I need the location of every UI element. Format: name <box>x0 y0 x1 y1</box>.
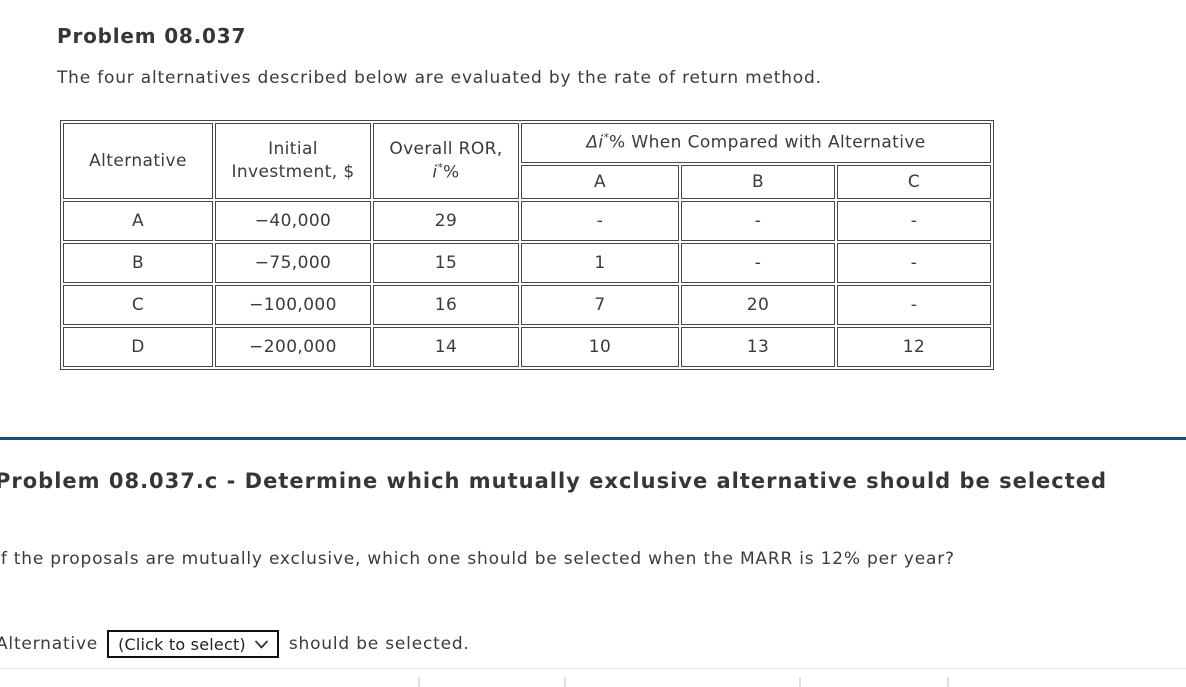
part-c-question: If the proposals are mutually exclusive,… <box>0 549 955 569</box>
part-c-heading: Problem 08.037.c - Determine which mutua… <box>0 469 1108 493</box>
cell-vs-a: - <box>521 201 679 241</box>
cell-ror: 14 <box>373 327 519 367</box>
cell-vs-c: - <box>837 243 991 283</box>
cell-vs-b: - <box>681 243 835 283</box>
table-row: B −75,000 15 1 - - <box>63 243 991 283</box>
cell-vs-b: 20 <box>681 285 835 325</box>
dropdown-label: (Click to select) <box>118 634 246 654</box>
table-subheader-row: A B C <box>63 165 991 199</box>
cell-investment: −200,000 <box>215 327 371 367</box>
cell-ror: 16 <box>373 285 519 325</box>
initial-line2: Investment, $ <box>231 162 355 182</box>
ror-i-symbol: i <box>432 162 438 183</box>
cell-vs-b: 13 <box>681 327 835 367</box>
ror-table: Alternative Initial Investment, $ Overall… <box>60 120 994 370</box>
next-section-grid-line <box>564 677 566 687</box>
answer-suffix: should be selected. <box>288 634 470 654</box>
cell-ror: 29 <box>373 201 519 241</box>
ror-line1: Overall ROR, <box>389 138 503 159</box>
initial-line1: Initial <box>268 139 318 160</box>
cell-vs-c: - <box>837 201 991 241</box>
next-section-grid-line <box>799 677 801 687</box>
cell-investment: −100,000 <box>215 285 371 325</box>
delta-i-symbol: Δi <box>586 132 604 153</box>
col-header-vs-c: C <box>837 165 991 199</box>
ror-star: * <box>437 160 444 174</box>
problem-title: Problem 08.037 <box>57 24 247 48</box>
cell-vs-c: 12 <box>837 327 991 367</box>
col-header-vs-b: B <box>681 165 835 199</box>
section-divider <box>0 437 1186 440</box>
bottom-divider <box>0 668 1186 669</box>
alternative-select[interactable]: (Click to select) <box>107 630 279 658</box>
cell-alternative: B <box>63 243 213 283</box>
cell-ror: 15 <box>373 243 519 283</box>
answer-row: Alternative (Click to select) should be … <box>0 629 470 659</box>
cell-alternative: C <box>63 285 213 325</box>
cell-vs-b: - <box>681 201 835 241</box>
ror-percent: % <box>443 162 460 183</box>
cell-vs-a: 10 <box>521 327 679 367</box>
col-header-delta-group: Δi*% When Compared with Alternative <box>521 123 991 163</box>
cell-vs-a: 7 <box>521 285 679 325</box>
cell-alternative: D <box>63 327 213 367</box>
col-header-initial-investment: Initial Investment, $ <box>215 123 371 199</box>
cell-vs-a: 1 <box>521 243 679 283</box>
col-header-overall-ror: Overall ROR, i*% <box>373 123 519 199</box>
delta-rest: % When Compared with Alternative <box>609 132 926 153</box>
cell-investment: −40,000 <box>215 201 371 241</box>
table-row: C −100,000 16 7 20 - <box>63 285 991 325</box>
cell-vs-c: - <box>837 285 991 325</box>
col-header-alternative: Alternative <box>63 123 213 199</box>
delta-star: * <box>603 131 610 145</box>
col-header-vs-a: A <box>521 165 679 199</box>
table-row: A −40,000 29 - - - <box>63 201 991 241</box>
table-row: D −200,000 14 10 13 12 <box>63 327 991 367</box>
problem-intro: The four alternatives described below ar… <box>57 68 822 88</box>
chevron-down-icon <box>254 640 268 648</box>
cell-investment: −75,000 <box>215 243 371 283</box>
answer-prefix: Alternative <box>0 634 99 654</box>
next-section-grid-line <box>947 677 949 687</box>
table-header-row: Alternative Initial Investment, $ Overall… <box>63 123 991 199</box>
cell-alternative: A <box>63 201 213 241</box>
next-section-grid-line <box>418 677 420 687</box>
